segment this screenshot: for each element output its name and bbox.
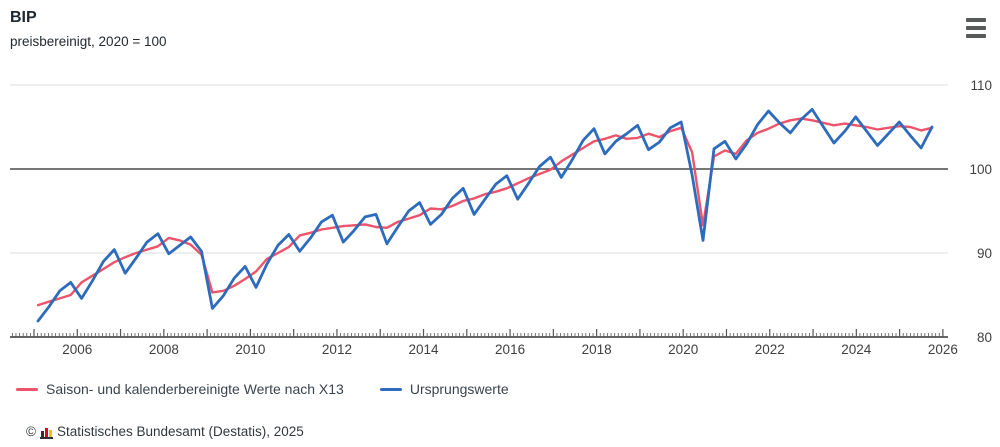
source-attribution: © Statistisches Bundesamt (Destatis), 20… — [26, 424, 304, 439]
copyright-symbol: © — [26, 424, 36, 439]
hamburger-menu-icon — [966, 34, 986, 38]
chart-subtitle: preisbereinigt, 2020 = 100 — [10, 34, 167, 50]
y-axis-label: 100 — [969, 162, 992, 177]
legend-label-adjusted: Saison- und kalenderbereinigte Werte nac… — [46, 381, 344, 397]
y-axis-label: 110 — [970, 78, 992, 93]
x-axis-label: 2010 — [235, 342, 265, 357]
logo-bar — [40, 431, 44, 437]
series-line-original-values — [36, 108, 934, 323]
legend-item-adjusted[interactable]: Saison- und kalenderbereinigte Werte nac… — [16, 381, 344, 397]
hamburger-menu-icon — [966, 26, 986, 30]
x-axis-label: 2008 — [149, 342, 179, 357]
x-axis-label: 2016 — [495, 342, 525, 357]
x-axis-label: 2006 — [62, 342, 92, 357]
bip-line-chart: 80 90 100 110 2006 2008 2010 2012 2014 2016 2018 20… — [10, 78, 992, 357]
x-axis-label: 2012 — [322, 342, 352, 357]
chart-legend: Saison- und kalenderbereinigte Werte nac… — [16, 381, 509, 397]
export-menu-button[interactable] — [966, 18, 988, 38]
x-axis-label: 2018 — [582, 342, 612, 357]
chart-title: BIP — [10, 9, 37, 26]
legend-label-original: Ursprungswerte — [409, 381, 509, 397]
x-axis-label: 2024 — [841, 342, 872, 357]
x-axis-label: 2022 — [755, 342, 785, 357]
legend-item-original[interactable]: Ursprungswerte — [379, 381, 509, 397]
hamburger-menu-icon — [966, 18, 986, 22]
legend-swatch-original — [379, 387, 402, 391]
destatis-bar-chart-icon — [39, 425, 53, 439]
logo-bar — [44, 428, 48, 437]
y-axis-label: 80 — [977, 330, 992, 345]
x-axis-label: 2014 — [408, 342, 439, 357]
chart-header: BIP preisbereinigt, 2020 = 100 — [10, 8, 167, 49]
x-axis-label: 2020 — [668, 342, 698, 357]
logo-bar — [48, 430, 52, 437]
series-line-seasonally-adjusted — [36, 117, 934, 307]
source-text: Statistisches Bundesamt (Destatis), 2025 — [56, 424, 304, 439]
x-axis-label: 2026 — [928, 342, 958, 357]
y-axis-label: 90 — [977, 246, 992, 261]
legend-swatch-adjusted — [16, 387, 38, 391]
